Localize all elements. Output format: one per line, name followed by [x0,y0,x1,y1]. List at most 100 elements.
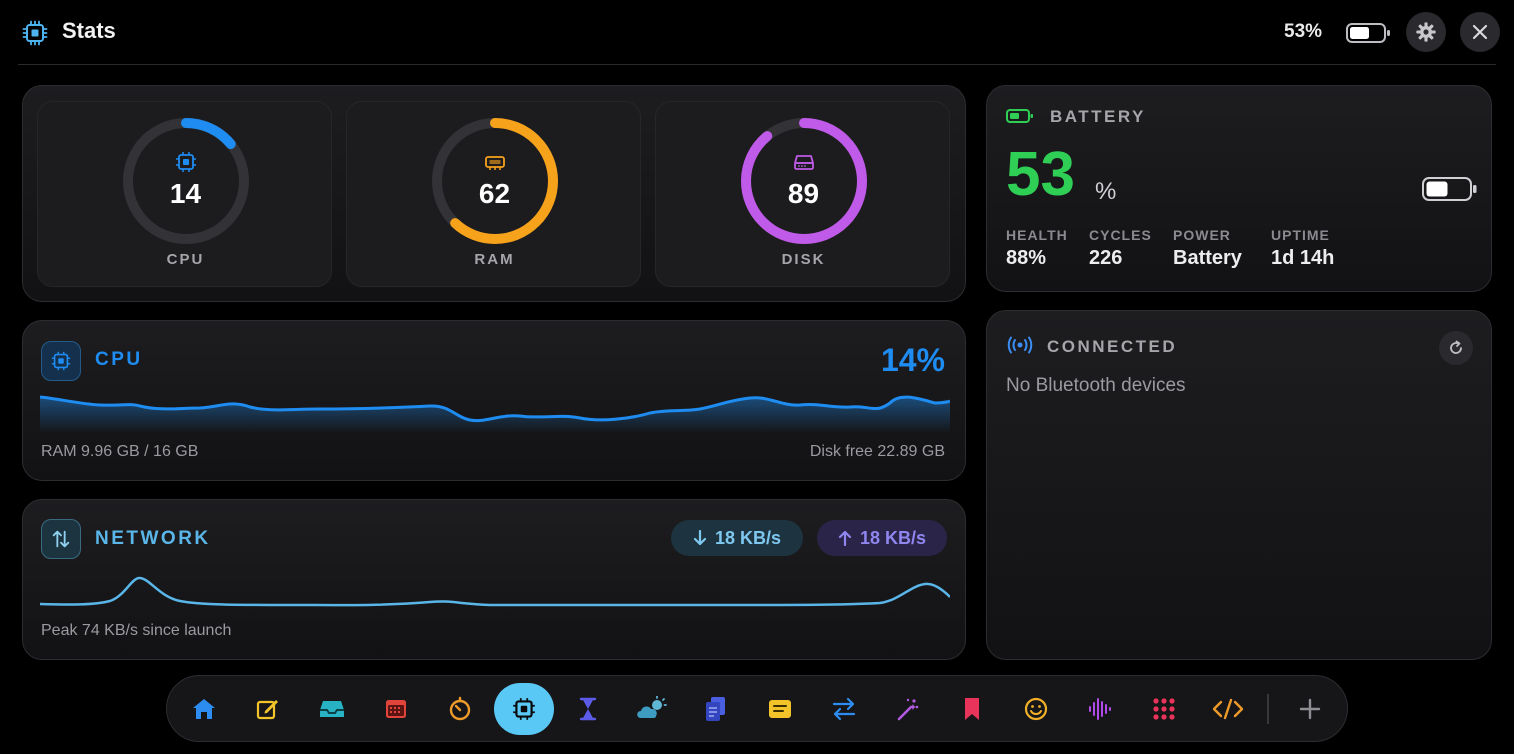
cpu-gauge-ring [123,118,249,244]
audio-wave-icon [1089,698,1111,720]
disk-gauge-arc [741,118,867,244]
dock-add-button[interactable] [1285,684,1335,734]
health-value: 88% [1006,247,1047,269]
cpu-chip-icon [22,20,48,46]
power-label: POWER [1173,227,1231,243]
calendar-icon [386,700,406,718]
dock-stats[interactable] [494,683,554,735]
battery-panel[interactable]: BATTERY 53 % HEALTH 88% CYCLES 226 POWER… [986,85,1492,292]
uptime-value: 1d 14h [1271,247,1335,269]
dock-calendar[interactable] [371,684,421,734]
dock-emoji[interactable] [1011,684,1061,734]
header-divider [18,64,1496,65]
dock [166,675,1348,742]
disk-free-text: Disk free 22.89 GB [809,443,945,460]
ram-gauge-value: 62 [478,178,511,209]
disk-gauge[interactable]: 89 DISK [655,101,950,287]
cycles-label: CYCLES [1089,227,1152,243]
refresh-icon [1450,340,1462,354]
dock-hourglass[interactable] [563,684,613,734]
no-devices-text: No Bluetooth devices [1006,375,1186,396]
dock-weather[interactable] [627,684,677,734]
dock-apps[interactable] [1139,684,1189,734]
upload-rate: 18 KB/s [859,527,927,548]
gauges-panel: 14 CPU 62 RAM 89 DISK [22,85,966,302]
cpu-gauge-arc [123,118,249,244]
settings-button[interactable] [1406,12,1446,52]
header-battery-percent: 53% [1284,21,1323,42]
dock-notes-edit[interactable] [243,684,293,734]
refresh-button[interactable] [1439,331,1473,365]
dock-notes[interactable] [755,684,805,734]
cpu-panel-title: CPU [95,349,143,370]
dock-magic[interactable] [883,684,933,734]
network-peak-text: Peak 74 KB/s since launch [41,622,232,639]
cpu-history-area [40,397,950,433]
battery-level: 53 [1006,140,1075,209]
add-icon [1299,698,1321,720]
up-down-arrows-icon [52,530,70,548]
cpu-chip-icon [51,351,71,371]
note-edit-icon [256,700,278,720]
close-button[interactable] [1460,12,1500,52]
ram-gauge-arc [432,118,558,244]
timer-icon [449,696,471,721]
dock-timer[interactable] [435,684,485,734]
dock-separator [1267,694,1269,724]
disk-gauge-value: 89 [787,178,820,209]
cpu-panel[interactable]: CPU 14% RAM 9.96 GB / 16 GB Disk free 22… [22,320,966,481]
connected-title: CONNECTED [1047,337,1178,356]
cpu-chip-icon [176,152,196,172]
network-history-line [40,576,950,607]
notes-icon [769,700,791,718]
arrow-up-icon [838,530,852,546]
cpu-history-line [40,395,950,423]
ram-gauge[interactable]: 62 RAM [346,101,641,287]
download-rate-badge: 18 KB/s [671,520,803,556]
dock-code[interactable] [1203,684,1253,734]
cpu-percent: 14% [880,342,945,378]
dock-documents[interactable] [691,684,741,734]
title-bar: Stats 53% [0,0,1514,66]
dock-home[interactable] [179,684,229,734]
cpu-gauge[interactable]: 14 CPU [37,101,332,287]
battery-icon [1346,23,1390,43]
cpu-history-chart [40,395,950,433]
uptime-label: UPTIME [1271,227,1330,243]
gear-icon [1416,22,1436,42]
weather-icon [637,696,667,718]
dock-converter[interactable] [819,684,869,734]
health-label: HEALTH [1006,227,1068,243]
memory-icon [485,156,505,170]
network-panel[interactable]: NETWORK 18 KB/s 18 KB/s Peak 74 KB/s sin… [22,499,966,660]
apps-grid-icon [1153,698,1175,720]
inbox-tray-icon [320,701,344,717]
magic-wand-icon [897,698,919,721]
dock-audio[interactable] [1075,684,1125,734]
ram-gauge-ring [432,118,558,244]
disk-icon [794,155,814,170]
documents-icon [706,697,725,721]
connected-panel: CONNECTED No Bluetooth devices [986,310,1492,660]
dock-inbox[interactable] [307,684,357,734]
convert-arrows-icon [832,697,856,721]
hourglass-icon [579,697,597,721]
app-title: Stats [62,18,116,43]
cpu-chip-icon [513,698,535,720]
network-history-chart [40,576,950,607]
network-panel-title: NETWORK [95,528,211,549]
bookmark-icon [965,698,979,720]
dock-bookmarks[interactable] [947,684,997,734]
arrow-down-icon [693,530,707,546]
disk-gauge-label: DISK [781,251,826,268]
upload-rate-badge: 18 KB/s [817,520,947,556]
home-icon [193,699,215,719]
close-icon [1472,24,1488,40]
battery-icon [1006,109,1033,123]
wireless-signal-icon [1007,336,1033,354]
battery-title: BATTERY [1050,107,1146,126]
power-value: Battery [1173,247,1242,269]
ram-gauge-label: RAM [474,251,515,268]
smiley-icon [1024,697,1048,721]
battery-level-indicator [1422,177,1477,201]
